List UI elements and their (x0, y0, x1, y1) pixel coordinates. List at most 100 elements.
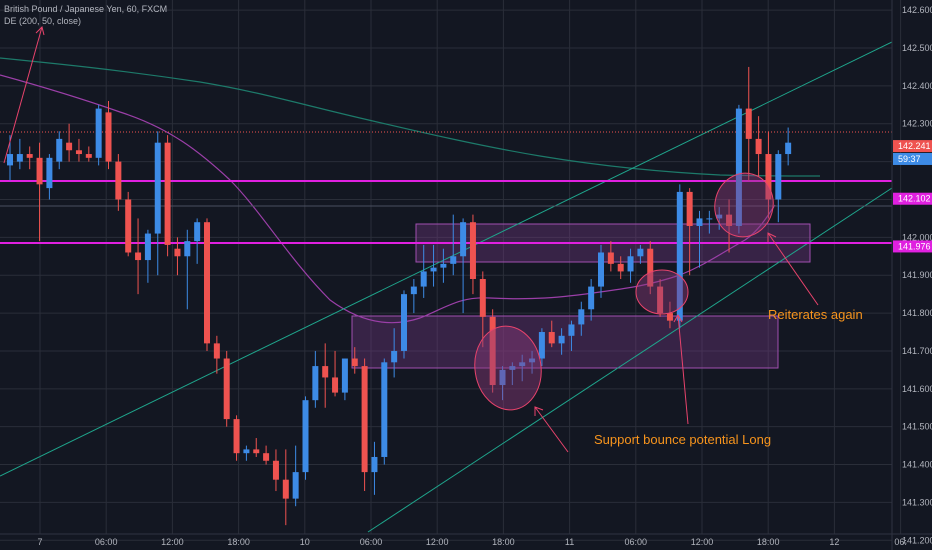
candle-body (243, 449, 250, 454)
symbol-title: British Pound / Japanese Yen, 60, FXCM (4, 4, 168, 14)
candle-body (450, 256, 457, 264)
candle (499, 366, 506, 401)
candle-body (410, 286, 417, 295)
candle-body (292, 472, 299, 499)
y-tick-label: 141.400 (902, 460, 932, 470)
x-tick-label: 06:00 (95, 537, 118, 547)
candle (489, 309, 496, 393)
candle (144, 229, 151, 283)
candle-body (529, 358, 536, 363)
candle (716, 207, 723, 230)
candle-body (558, 335, 565, 344)
candle (184, 229, 191, 310)
candle-body (125, 199, 132, 253)
candle (755, 116, 762, 177)
candle-body (381, 362, 388, 457)
x-tick-label: 12:00 (426, 537, 449, 547)
candle-body (105, 112, 112, 162)
candle-body (135, 252, 142, 261)
candle-body (95, 108, 102, 158)
candle-body (282, 479, 289, 499)
candle (529, 350, 536, 374)
candle (647, 241, 654, 295)
y-tick-label: 141.900 (902, 270, 932, 280)
candle (568, 320, 575, 351)
candle-body (361, 366, 368, 473)
candle-body (272, 460, 279, 480)
candle (588, 279, 595, 321)
candle-body (351, 358, 358, 367)
candle (332, 350, 339, 397)
candle-body (164, 142, 171, 245)
candle (401, 290, 407, 359)
candle (676, 184, 683, 329)
y-tick-label: 142.400 (902, 81, 932, 91)
x-tick-label: 06:00 (360, 537, 383, 547)
candle (115, 154, 122, 211)
candle (164, 135, 171, 257)
candle (410, 279, 417, 314)
candle (36, 142, 43, 242)
candle (46, 154, 53, 200)
candles (7, 66, 792, 526)
candle-body (204, 222, 210, 344)
candle (292, 445, 299, 507)
candle-body (75, 150, 82, 155)
candle (637, 244, 644, 264)
candle-body (440, 263, 447, 268)
channel-upper-line (0, 41, 893, 477)
x-tick-label: 7 (37, 537, 42, 547)
y-tick-label: 142.000 (902, 232, 932, 242)
candle-body (617, 263, 624, 272)
candle-body (499, 369, 506, 386)
candle-body (16, 154, 23, 162)
overlays: Reiterates again Support bounce potentia… (3, 26, 863, 453)
candle (204, 218, 210, 351)
reiterate-ellipse (714, 172, 774, 238)
bounce-ellipse (635, 269, 689, 315)
candle (351, 347, 358, 374)
candle-body (469, 222, 476, 279)
candle (745, 66, 752, 181)
candle-body (696, 218, 703, 226)
svg-text:142.241: 142.241 (898, 141, 931, 151)
x-tick-label: 12:00 (691, 537, 714, 547)
svg-text:141.976: 141.976 (898, 241, 931, 251)
chart-header: British Pound / Japanese Yen, 60, FXCM D… (4, 3, 167, 27)
candle (253, 438, 260, 457)
candle (135, 218, 142, 295)
x-tick-label: 18:00 (757, 537, 780, 547)
candle (686, 188, 693, 276)
svg-text:59:37: 59:37 (898, 154, 921, 164)
candle-body (154, 142, 161, 234)
candle (243, 445, 250, 461)
candle-body (637, 248, 644, 257)
candle-body (174, 248, 181, 257)
candle (519, 354, 526, 382)
candle-body (489, 316, 496, 386)
candle-body (716, 214, 723, 219)
candle (174, 237, 181, 276)
x-tick-label: 06:00 (625, 537, 648, 547)
candle (775, 150, 782, 223)
x-tick-label: 10 (300, 537, 310, 547)
y-tick-label: 142.600 (902, 5, 932, 15)
y-tick-label: 141.600 (902, 384, 932, 394)
candle-body (430, 267, 437, 272)
candle-body (391, 350, 398, 363)
candle-body (401, 294, 407, 351)
price-label: 142.241 (893, 140, 932, 153)
candle-body (745, 108, 752, 139)
y-tick-label: 142.500 (902, 43, 932, 53)
y-tick-label: 141.800 (902, 308, 932, 318)
candle-body (460, 222, 467, 257)
candle (95, 104, 102, 166)
candle (341, 358, 348, 401)
candle (194, 218, 201, 264)
channel-lower-line (367, 187, 893, 533)
candle (85, 146, 92, 162)
arrow-bounce (673, 313, 689, 425)
arrow-support (534, 406, 569, 453)
x-tick-label: 18:00 (492, 537, 515, 547)
